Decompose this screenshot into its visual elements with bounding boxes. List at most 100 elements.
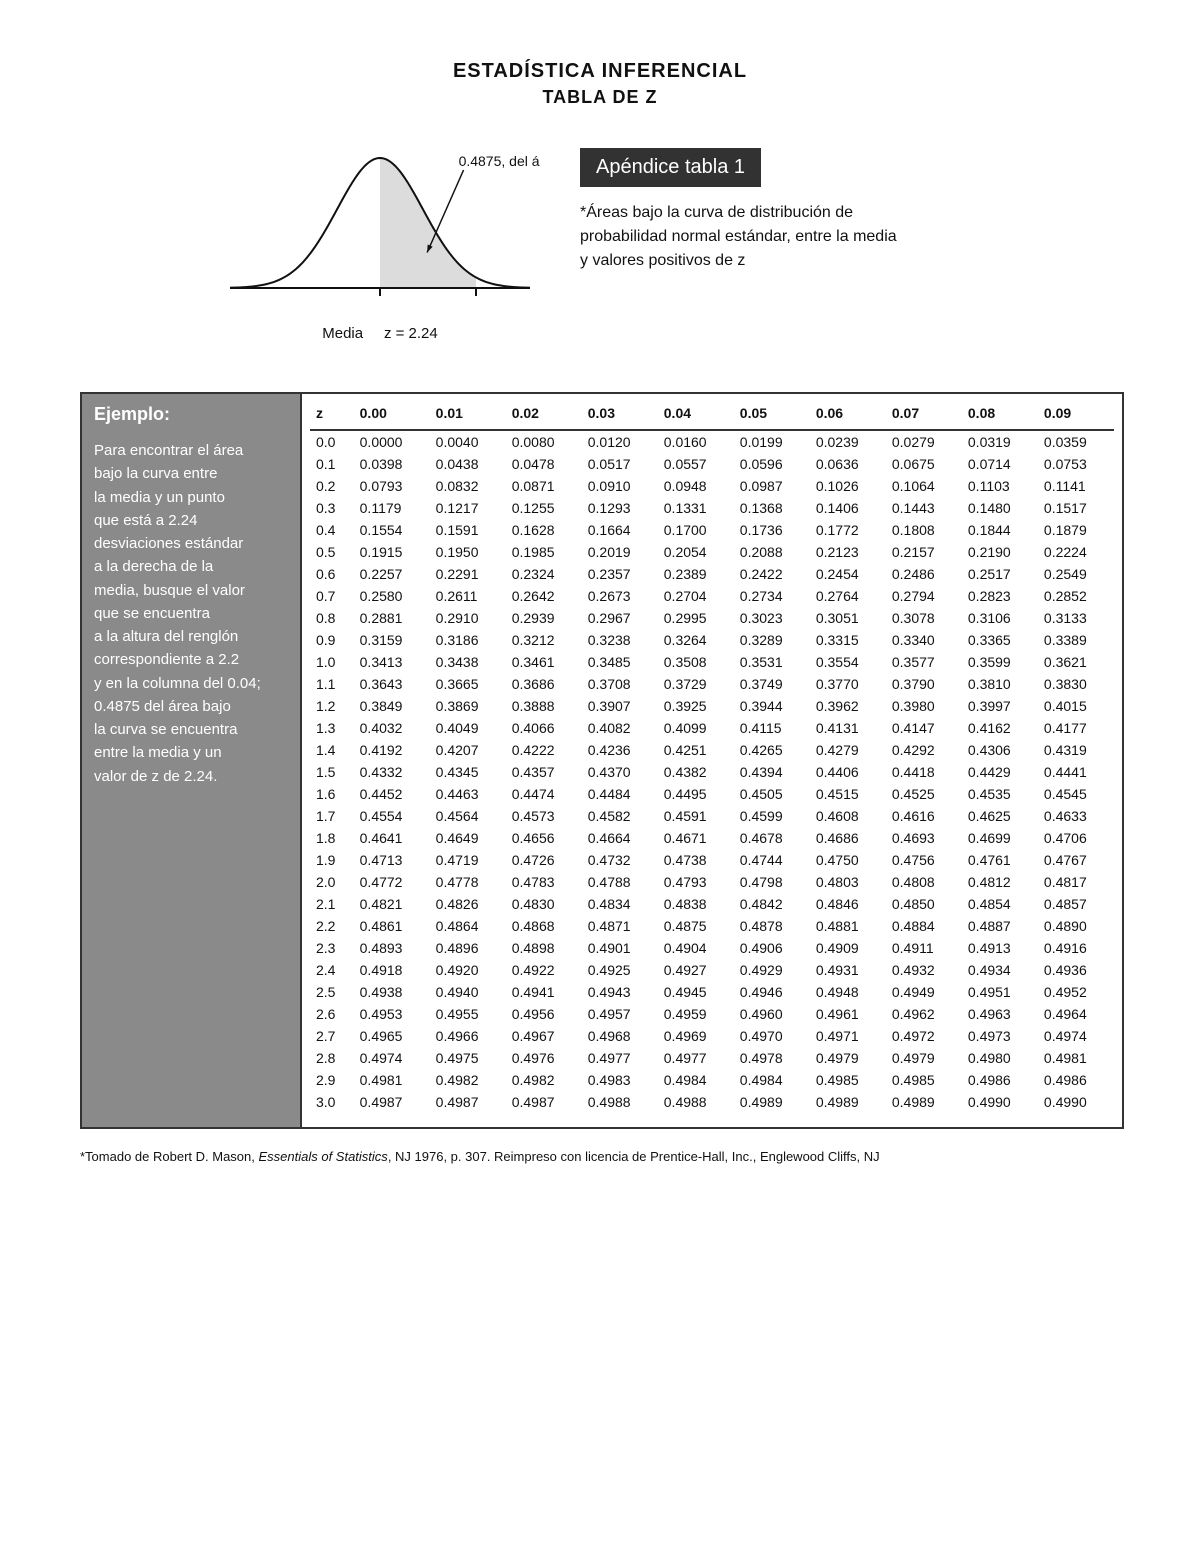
z-table-row: 2.50.49380.49400.49410.49430.49450.49460… <box>310 981 1114 1003</box>
z-table-cell: 0.3078 <box>886 607 962 629</box>
z-table-row: 2.20.48610.48640.48680.48710.48750.48780… <box>310 915 1114 937</box>
z-table-cell: 0.1879 <box>1038 519 1114 541</box>
z-table-cell: 0.4686 <box>810 827 886 849</box>
z-table-cell: 0.4554 <box>354 805 430 827</box>
z-table-row: 3.00.49870.49870.49870.49880.49880.49890… <box>310 1091 1114 1113</box>
z-table-cell: 0.4808 <box>886 871 962 893</box>
z-table-cell: 0.4616 <box>886 805 962 827</box>
z-table-row-label: 3.0 <box>310 1091 354 1113</box>
z-table-cell: 0.0478 <box>506 453 582 475</box>
z-table-row-label: 0.6 <box>310 563 354 585</box>
z-table-row-label: 2.1 <box>310 893 354 915</box>
z-table-cell: 0.0398 <box>354 453 430 475</box>
footnote-source-title: Essentials of Statistics <box>258 1149 387 1164</box>
z-table-cell: 0.2939 <box>506 607 582 629</box>
z-table-cell: 0.4474 <box>506 783 582 805</box>
z-table-row: 0.70.25800.26110.26420.26730.27040.27340… <box>310 585 1114 607</box>
z-table-cell: 0.4962 <box>886 1003 962 1025</box>
z-table-cell: 0.2454 <box>810 563 886 585</box>
z-table-row-label: 1.6 <box>310 783 354 805</box>
z-table-cell: 0.4967 <box>506 1025 582 1047</box>
z-table-cell: 0.4970 <box>734 1025 810 1047</box>
z-table-cell: 0.3238 <box>582 629 658 651</box>
z-table-cell: 0.0636 <box>810 453 886 475</box>
z-table-cell: 0.4941 <box>506 981 582 1003</box>
z-table-cell: 0.4940 <box>430 981 506 1003</box>
z-table-cell: 0.4989 <box>886 1091 962 1113</box>
z-table-cell: 0.2157 <box>886 541 962 563</box>
z-table-cell: 0.2704 <box>658 585 734 607</box>
z-table-cell: 0.4987 <box>506 1091 582 1113</box>
z-table-cell: 0.3531 <box>734 651 810 673</box>
z-table-row: 1.70.45540.45640.45730.45820.45910.45990… <box>310 805 1114 827</box>
z-table-cell: 0.4989 <box>734 1091 810 1113</box>
z-table-cell: 0.4966 <box>430 1025 506 1047</box>
z-table-cell: 0.0557 <box>658 453 734 475</box>
z-table-cell: 0.4664 <box>582 827 658 849</box>
z-table-cell: 0.1517 <box>1038 497 1114 519</box>
z-table-cell: 0.0120 <box>582 430 658 453</box>
z-table-cell: 0.4871 <box>582 915 658 937</box>
z-table-cell: 0.0832 <box>430 475 506 497</box>
z-table-cell: 0.3729 <box>658 673 734 695</box>
z-table-cell: 0.4842 <box>734 893 810 915</box>
z-table-cell: 0.4918 <box>354 959 430 981</box>
z-table-cell: 0.2823 <box>962 585 1038 607</box>
z-table-row-label: 2.2 <box>310 915 354 937</box>
z-table-cell: 0.1736 <box>734 519 810 541</box>
z-table-cell: 0.4875 <box>658 915 734 937</box>
z-table-cell: 0.1664 <box>582 519 658 541</box>
z-table-cell: 0.4978 <box>734 1047 810 1069</box>
z-table-col-7: 0.07 <box>886 402 962 430</box>
z-table-col-z: z <box>310 402 354 430</box>
z-table-col-8: 0.08 <box>962 402 1038 430</box>
z-table-cell: 0.4948 <box>810 981 886 1003</box>
z-table-cell: 0.4984 <box>734 1069 810 1091</box>
z-table-cell: 0.3461 <box>506 651 582 673</box>
z-table-cell: 0.4964 <box>1038 1003 1114 1025</box>
z-table-cell: 0.4463 <box>430 783 506 805</box>
z-table-cell: 0.4982 <box>430 1069 506 1091</box>
z-table-cell: 0.4147 <box>886 717 962 739</box>
z-table-cell: 0.2324 <box>506 563 582 585</box>
z-table-cell: 0.4726 <box>506 849 582 871</box>
z-table-cell: 0.4981 <box>1038 1047 1114 1069</box>
z-table-cell: 0.4484 <box>582 783 658 805</box>
z-table-cell: 0.1844 <box>962 519 1038 541</box>
z-table-cell: 0.4505 <box>734 783 810 805</box>
z-table-row: 2.00.47720.47780.47830.47880.47930.47980… <box>310 871 1114 893</box>
z-table-cell: 0.4345 <box>430 761 506 783</box>
z-table-cell: 0.4394 <box>734 761 810 783</box>
z-table-cell: 0.2054 <box>658 541 734 563</box>
z-table-cell: 0.4713 <box>354 849 430 871</box>
z-table-cell: 0.4976 <box>506 1047 582 1069</box>
z-table-cell: 0.4582 <box>582 805 658 827</box>
z-table-row: 2.60.49530.49550.49560.49570.49590.49600… <box>310 1003 1114 1025</box>
z-table-cell: 0.4441 <box>1038 761 1114 783</box>
z-table-row: 1.30.40320.40490.40660.40820.40990.41150… <box>310 717 1114 739</box>
z-table-cell: 0.2910 <box>430 607 506 629</box>
z-table-row-label: 2.4 <box>310 959 354 981</box>
z-table-cell: 0.4983 <box>582 1069 658 1091</box>
z-table-col-2: 0.02 <box>506 402 582 430</box>
z-table-cell: 0.4931 <box>810 959 886 981</box>
z-table-row: 0.60.22570.22910.23240.23570.23890.24220… <box>310 563 1114 585</box>
z-table-cell: 0.4292 <box>886 739 962 761</box>
z-table-cell: 0.4987 <box>430 1091 506 1113</box>
z-table-cell: 0.0000 <box>354 430 430 453</box>
z-table-cell: 0.4656 <box>506 827 582 849</box>
z-table-row-label: 0.4 <box>310 519 354 541</box>
z-table-cell: 0.4177 <box>1038 717 1114 739</box>
z-table-cell: 0.4890 <box>1038 915 1114 937</box>
z-table-cell: 0.4977 <box>658 1047 734 1069</box>
z-table-cell: 0.1331 <box>658 497 734 519</box>
z-table-cell: 0.4927 <box>658 959 734 981</box>
example-heading: Ejemplo: <box>94 404 288 425</box>
appendix-description: *Áreas bajo la curva de distribución de … <box>580 201 900 273</box>
z-table-cell: 0.4887 <box>962 915 1038 937</box>
z-table-cell: 0.3997 <box>962 695 1038 717</box>
z-table-cell: 0.1772 <box>810 519 886 541</box>
z-table-col-5: 0.05 <box>734 402 810 430</box>
z-table-cell: 0.4382 <box>658 761 734 783</box>
z-table-cell: 0.1700 <box>658 519 734 541</box>
